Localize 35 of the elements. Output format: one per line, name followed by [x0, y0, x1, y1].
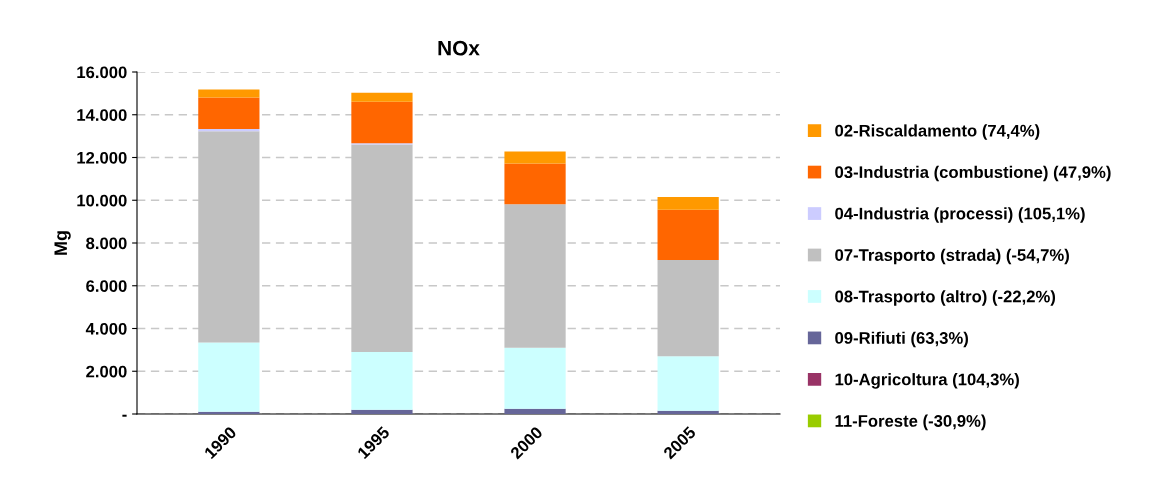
- bar: [504, 408, 566, 414]
- legend-label: 10-Agricoltura (104,3%): [835, 373, 1019, 389]
- y-tick-label: 4.000: [85, 322, 127, 335]
- legend-label: 02-Riscaldamento (74,4%): [835, 124, 1040, 140]
- bar: [198, 411, 260, 414]
- y-tick-label: -: [122, 414, 127, 417]
- bar: [504, 347, 566, 409]
- y-tick-label: 2.000: [86, 365, 127, 378]
- legend-label: 07-Trasporto (strada) (-54,7%): [835, 248, 1069, 265]
- bar: [504, 163, 566, 205]
- y-tick-label: 8.000: [86, 237, 127, 250]
- bar: [198, 129, 260, 132]
- legend-label: 11-Foreste (-30,9%): [835, 414, 986, 431]
- bar: [198, 342, 260, 412]
- y-tick-label: 12.000: [77, 151, 127, 164]
- bar: [351, 409, 413, 414]
- y-axis-title: Mg: [54, 231, 71, 255]
- bar: [657, 209, 719, 261]
- bar: [657, 356, 719, 411]
- bar: [351, 92, 413, 102]
- bar: [351, 352, 413, 410]
- legend-label: 08-Trasporto (altro) (-22,2%): [835, 290, 1056, 306]
- bar: [504, 151, 566, 164]
- bar: [657, 410, 719, 414]
- y-tick-label: 10.000: [77, 194, 127, 207]
- bar: [657, 197, 719, 210]
- chart-title: NOx: [438, 40, 480, 56]
- legend-label: 03-Industria (combustione) (47,9%): [835, 165, 1111, 182]
- legend-label: 04-Industria (processi) (105,1%): [835, 207, 1085, 223]
- legend-label: 09-Rifiuti (63,3%): [835, 331, 968, 348]
- y-tick-label: 14.000: [77, 109, 127, 121]
- bar: [198, 97, 260, 130]
- y-tick-label: 6.000: [86, 280, 127, 292]
- y-tick-label: 16.000: [77, 66, 127, 79]
- bar: [351, 101, 413, 144]
